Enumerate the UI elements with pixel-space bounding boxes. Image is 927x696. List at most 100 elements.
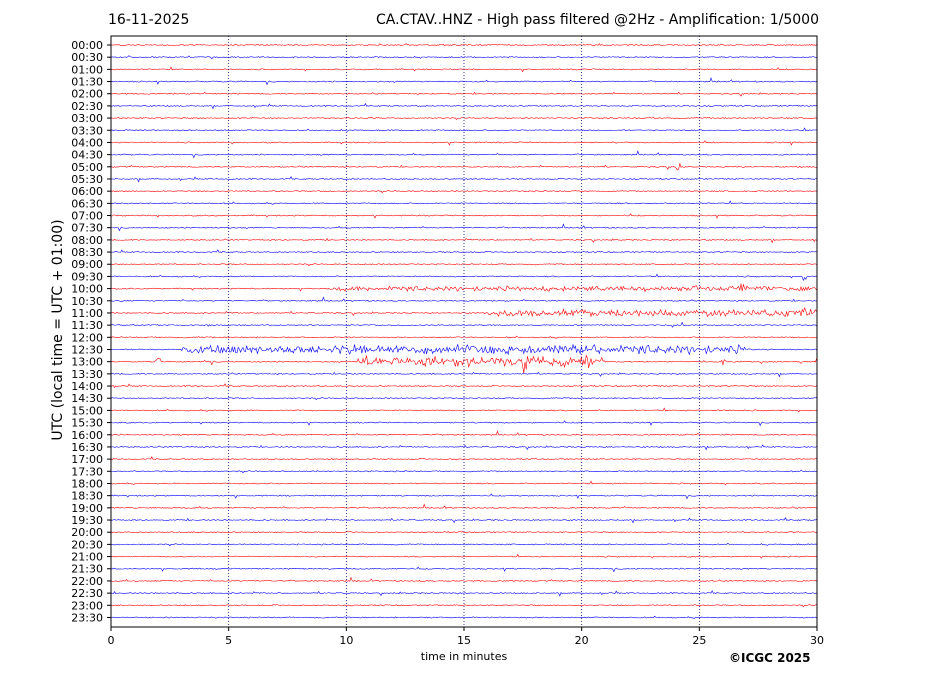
trace-layer [110,43,817,619]
y-tick-label: 00:00 [71,39,103,52]
y-tick-label: 21:30 [71,563,103,576]
y-tick-label: 17:30 [71,465,103,478]
trace-1230 [110,343,817,356]
y-tick-label: 02:00 [71,88,103,101]
trace-0400 [110,140,817,146]
chart-title: CA.CTAV..HNZ - High pass filtered @2Hz -… [376,12,819,28]
y-tick-label: 00:30 [71,51,103,64]
trace-2130 [110,566,817,573]
y-tick-label: 13:00 [71,356,103,369]
y-tick-label: 17:00 [71,453,103,466]
x-axis-ticks: 0 5 10 15 20 25 30 [108,627,824,647]
y-tick-label: 15:30 [71,417,103,430]
trace-0930 [110,273,817,282]
trace-1300 [110,354,817,374]
trace-0500 [110,163,817,171]
trace-0330 [110,127,817,132]
trace-0600 [110,190,817,194]
trace-0430 [110,150,817,159]
y-tick-label: 08:30 [71,246,103,259]
trace-1430 [110,397,817,401]
trace-0230 [110,102,817,110]
y-tick-label: 10:30 [71,295,103,308]
trace-1700 [110,456,817,461]
trace-2100 [110,553,817,559]
trace-1900 [110,503,817,509]
y-tick-label: 09:00 [71,258,103,271]
trace-0130 [110,77,817,86]
y-tick-label: 01:30 [71,76,103,89]
y-tick-label: 06:30 [71,197,103,210]
trace-1130 [110,321,817,328]
y-tick-label: 07:30 [71,222,103,235]
x-tick-label: 30 [810,634,824,647]
trace-1730 [110,469,817,474]
y-tick-label: 23:30 [71,611,103,624]
trace-1530 [110,420,817,427]
date-label: 16-11-2025 [108,12,190,28]
y-tick-label: 16:30 [71,441,103,454]
trace-2000 [110,531,817,534]
plot-frame [110,35,818,628]
y-tick-label: 05:00 [71,161,103,174]
y-tick-label: 06:00 [71,185,103,198]
trace-0000 [110,43,817,47]
y-tick-label: 19:30 [71,514,103,527]
trace-1630 [110,444,817,451]
y-tick-label: 08:00 [71,234,103,247]
y-tick-label: 13:30 [71,368,103,381]
trace-1000 [110,283,817,293]
y-tick-label: 12:30 [71,344,103,357]
y-tick-label: 04:30 [71,149,103,162]
trace-0700 [110,213,817,219]
trace-2330 [110,615,817,619]
trace-2200 [110,576,817,583]
copyright-credit: ©ICGC 2025 [729,651,811,665]
trace-2230 [110,590,817,597]
y-tick-label: 23:00 [71,599,103,612]
y-tick-label: 21:00 [71,551,103,564]
y-tick-label: 04:00 [71,136,103,149]
trace-0530 [110,176,817,183]
trace-0800 [110,237,817,244]
y-axis-label: UTC (local time = UTC + 01:00) [50,219,66,441]
y-tick-label: 01:00 [71,63,103,76]
grid-lines [228,36,700,627]
y-tick-label: 03:00 [71,112,103,125]
trace-1200 [110,335,817,339]
y-tick-label: 22:30 [71,587,103,600]
trace-1600 [110,430,817,436]
trace-0100 [110,66,817,73]
trace-1400 [110,383,817,389]
trace-0030 [110,55,817,60]
y-tick-label: 18:30 [71,490,103,503]
y-tick-label: 02:30 [71,100,103,113]
x-tick-label: 25 [692,634,706,647]
trace-0900 [110,263,817,267]
trace-0730 [110,223,817,232]
trace-1500 [110,407,817,413]
x-tick-label: 5 [225,634,232,647]
x-tick-label: 20 [575,634,589,647]
y-tick-label: 11:00 [71,307,103,320]
x-axis-label: time in minutes [420,650,508,663]
y-tick-label: 05:30 [71,173,103,186]
y-tick-label: 09:30 [71,270,103,283]
trace-1100 [110,307,817,318]
trace-0200 [110,91,817,97]
y-tick-label: 14:00 [71,380,103,393]
trace-1330 [110,371,817,378]
y-tick-label: 18:00 [71,477,103,490]
y-tick-label: 20:30 [71,538,103,551]
y-tick-label: 20:00 [71,526,103,539]
y-tick-label: 12:00 [71,331,103,344]
x-tick-label: 15 [457,634,471,647]
y-tick-label: 03:30 [71,124,103,137]
trace-2300 [110,604,817,608]
y-tick-label: 11:30 [71,319,103,332]
y-tick-label: 10:00 [71,283,103,296]
trace-0300 [110,117,817,121]
trace-0830 [110,249,817,254]
y-tick-label: 16:00 [71,429,103,442]
